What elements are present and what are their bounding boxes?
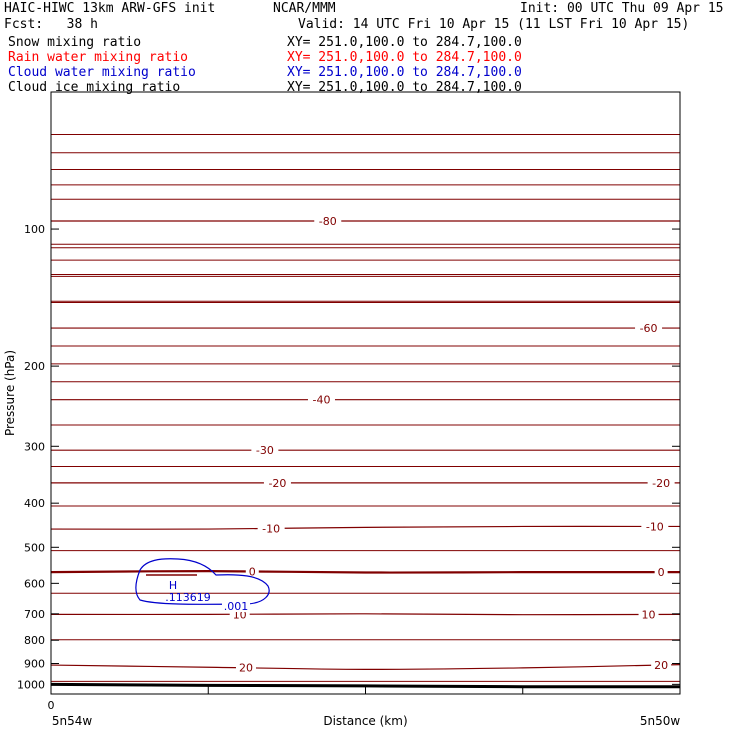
isotherm-label: 10: [642, 608, 656, 621]
x-axis-title: Distance (km): [323, 714, 407, 728]
contour-label-background: [314, 214, 342, 227]
isotherm-contour: [50, 525, 681, 530]
field-name: Snow mixing ratio: [8, 35, 142, 50]
init-time: Init: 00 UTC Thu 09 Apr 15: [520, 1, 724, 16]
contour-label-background: [638, 608, 659, 621]
isotherm-contour: [50, 570, 681, 574]
field-xy: XY= 251.0,100.0 to 284.7,100.0: [287, 65, 522, 80]
field-xy: XY= 251.0,100.0 to 284.7,100.0: [287, 80, 522, 95]
x-end-label: 5n50w: [640, 714, 681, 728]
field-name: Rain water mixing ratio: [8, 50, 189, 65]
y-tick-label: 500: [24, 541, 45, 554]
contour-label-background: [263, 476, 291, 489]
isotherm-label: 20: [654, 659, 668, 672]
x-tick-label: 0: [48, 699, 55, 712]
y-tick-label: 1000: [17, 678, 45, 691]
field-xy: XY= 251.0,100.0 to 284.7,100.0: [287, 35, 522, 50]
y-axis-title: Pressure (hPa): [3, 350, 17, 436]
isotherm-label: -40: [312, 394, 330, 407]
y-tick-label: 800: [24, 634, 45, 647]
contour-label-background: [654, 566, 668, 579]
y-tick-label: 700: [24, 608, 45, 621]
field-name: Cloud water mixing ratio: [8, 65, 196, 80]
field-xy: XY= 251.0,100.0 to 284.7,100.0: [287, 50, 522, 65]
terrain-line: [50, 682, 681, 689]
isotherm-label: 20: [239, 662, 253, 675]
contour-label-background: [222, 600, 250, 612]
y-tick-label: 900: [24, 658, 45, 671]
y-tick-label: 400: [24, 497, 45, 510]
org-title: NCAR/MMM: [273, 1, 336, 16]
cloud-water-max-value: .113619: [165, 591, 211, 604]
contour-label-background: [245, 565, 259, 578]
isotherm-label: -60: [640, 322, 658, 335]
field-name: Cloud ice mixing ratio: [8, 80, 181, 95]
cloud-water-contour: [135, 558, 270, 605]
isotherm-contour: [50, 613, 681, 616]
valid-time: Valid: 14 UTC Fri 10 Apr 15 (11 LST Fri …: [298, 17, 690, 32]
model-title: HAIC-HIWC 13km ARW-GFS init: [4, 1, 216, 16]
isotherm-label: 0: [658, 566, 665, 579]
x-end-label: 5n54w: [52, 714, 93, 728]
contour-label-background: [235, 661, 256, 674]
contour-label-background: [635, 322, 663, 335]
contour-label-background: [251, 444, 279, 457]
y-tick-label: 200: [24, 360, 45, 373]
contour-label-background: [647, 476, 675, 489]
forecast-hour: Fcst: 38 h: [4, 17, 98, 32]
isotherm-label: -10: [262, 522, 280, 535]
cloud-water-contour-label: .001: [224, 600, 249, 613]
y-tick-label: 300: [24, 440, 45, 453]
isotherm-contour: [50, 664, 681, 670]
cloud-water-max-label: H: [169, 579, 177, 592]
isotherm-label: -10: [646, 520, 664, 533]
isotherm-label: -80: [319, 215, 337, 228]
plot-frame: [50, 91, 681, 695]
isotherm-label: -30: [256, 444, 274, 457]
contour-label-background: [651, 659, 672, 672]
contour-label-background: [641, 520, 669, 533]
contour-label-background: [257, 522, 285, 535]
y-tick-label: 600: [24, 577, 45, 590]
contour-label-background: [307, 393, 335, 406]
y-tick-label: 100: [24, 223, 45, 236]
isotherm-label: -20: [652, 477, 670, 490]
isotherm-label: -20: [268, 477, 286, 490]
isotherm-label: 0: [249, 566, 256, 579]
